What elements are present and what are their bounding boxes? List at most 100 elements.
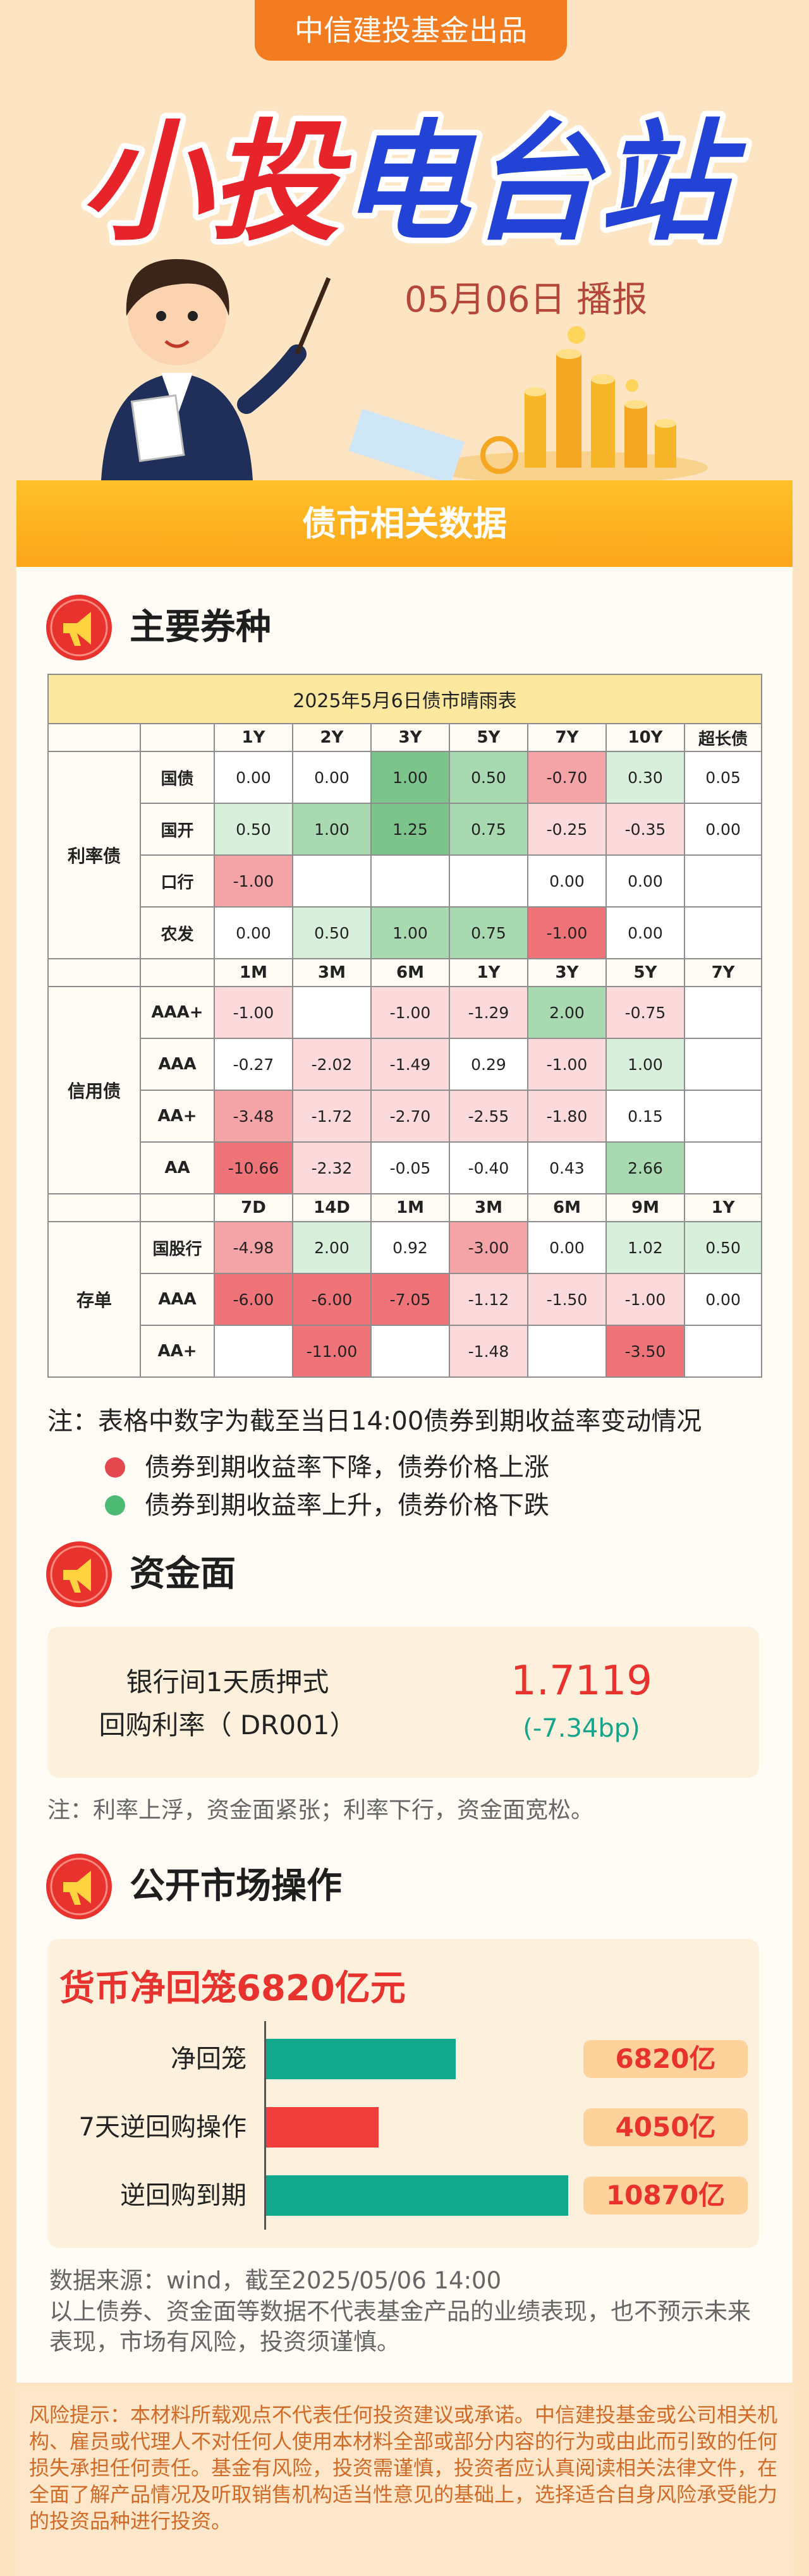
table-cell — [683, 1141, 763, 1194]
header-blank — [140, 1193, 215, 1222]
source-note: 数据来源：wind，截至2025/05/06 14:00 — [49, 2267, 502, 2294]
table-cell: -1.48 — [449, 1325, 528, 1378]
risk-warning: 风险提示：本材料所载观点不代表任何投资建议或承诺。中信建投基金或公司相关机构、雇… — [29, 2403, 778, 2533]
table-note: 注：表格中数字为截至当日14:00债券到期收益率变动情况 — [47, 1407, 702, 1436]
money-box — [47, 1627, 759, 1778]
table-cell: 0.05 — [683, 751, 763, 804]
column-header: 5Y — [605, 958, 685, 987]
money-note: 注：利率上浮，资金面紧张；利率下行，资金面宽松。 — [47, 1797, 594, 1823]
table-cell: -1.29 — [449, 986, 528, 1039]
table-cell: 0.92 — [370, 1221, 450, 1274]
header-blank — [47, 958, 141, 987]
table-cell: -0.75 — [605, 986, 685, 1039]
table-cell: -0.70 — [527, 751, 607, 804]
column-header: 9M — [605, 1193, 685, 1222]
table-cell: 1.00 — [370, 906, 450, 959]
decor-presenter — [101, 259, 331, 480]
column-header: 3Y — [370, 723, 450, 752]
table-cell: -1.00 — [605, 1273, 685, 1326]
table-cell: -1.00 — [214, 986, 293, 1039]
row-label: 农发 — [140, 906, 215, 959]
section-icon — [46, 1541, 112, 1607]
title-art: 小投电台站 — [75, 102, 753, 264]
risk-box — [16, 2391, 793, 2576]
column-header: 3Y — [527, 958, 607, 987]
table-cell: -2.02 — [292, 1038, 372, 1091]
row-label: AAA+ — [140, 986, 215, 1039]
table-cell: -0.27 — [214, 1038, 293, 1091]
header-blank — [47, 723, 141, 752]
table-cell: 0.50 — [683, 1221, 763, 1274]
table-cell — [683, 1038, 763, 1091]
row-label: AAA — [140, 1038, 215, 1091]
table-title: 2025年5月6日债市晴雨表 — [47, 674, 763, 724]
table-cell: 0.75 — [449, 906, 528, 959]
money-label: 回购利率（ DR001） — [99, 1710, 356, 1741]
table-cell: -3.48 — [214, 1090, 293, 1143]
table-cell: 0.00 — [605, 906, 685, 959]
row-label: 国债 — [140, 751, 215, 804]
table-cell: -4.98 — [214, 1221, 293, 1274]
table-cell: -2.32 — [292, 1141, 372, 1194]
disclaimer: 以上债券、资金面等数据不代表基金产品的业绩表现，也不预示未来表现，市场有风险，投… — [49, 2298, 751, 2355]
table-cell — [370, 854, 450, 908]
table-cell: 2.00 — [527, 986, 607, 1039]
broadcast-date: 05月06日 播报 — [404, 279, 648, 320]
table-cell — [370, 1325, 450, 1378]
table-cell: 0.00 — [683, 803, 763, 856]
table-cell: 0.00 — [214, 906, 293, 959]
column-header: 1Y — [214, 723, 293, 752]
legend-text: 债券到期收益率下降，债券价格上涨 — [145, 1453, 549, 1482]
table-cell — [683, 854, 763, 908]
table-cell: 0.00 — [292, 751, 372, 804]
table-cell: -0.25 — [527, 803, 607, 856]
table-cell: 1.25 — [370, 803, 450, 856]
section-icon — [46, 1854, 112, 1919]
row-label: AA — [140, 1141, 215, 1194]
legend-text: 债券到期收益率上升，债券价格下跌 — [145, 1491, 549, 1520]
table-cell: -3.50 — [605, 1325, 685, 1378]
column-header: 1Y — [683, 1193, 763, 1222]
chart-axis — [264, 2021, 266, 2230]
table-cell: 0.00 — [214, 751, 293, 804]
table-cell: 1.02 — [605, 1221, 685, 1274]
table-cell: -10.66 — [214, 1141, 293, 1194]
table-cell: 1.00 — [370, 751, 450, 804]
column-header: 10Y — [605, 723, 685, 752]
table-cell: -1.00 — [214, 854, 293, 908]
column-header: 7Y — [527, 723, 607, 752]
table-cell: 0.50 — [292, 906, 372, 959]
table-cell: 1.00 — [605, 1038, 685, 1091]
table-cell: -2.55 — [449, 1090, 528, 1143]
column-header: 1Y — [449, 958, 528, 987]
value-label: 10870亿 — [583, 2177, 748, 2215]
main-title: 小投电台站 — [81, 108, 747, 258]
table-cell: -1.00 — [527, 906, 607, 959]
table-cell: -1.00 — [370, 986, 450, 1039]
hero-art: 小投电台站 — [75, 102, 753, 480]
table-cell: -0.05 — [370, 1141, 450, 1194]
table-cell: -6.00 — [292, 1273, 372, 1326]
table-cell: 0.00 — [527, 854, 607, 908]
column-header: 超长债 — [683, 723, 763, 752]
table-cell — [527, 1325, 607, 1378]
table-cell: -2.70 — [370, 1090, 450, 1143]
group-label: 存单 — [47, 1221, 141, 1378]
column-header: 7D — [214, 1193, 293, 1222]
money-label: 银行间1天质押式 — [126, 1667, 329, 1698]
table-cell: 0.29 — [449, 1038, 528, 1091]
table-cell: -1.12 — [449, 1273, 528, 1326]
row-label: 国股行 — [140, 1221, 215, 1274]
table-cell: -1.72 — [292, 1090, 372, 1143]
chart-title: 货币净回笼6820亿元 — [59, 1968, 406, 2009]
header-blank — [140, 958, 215, 987]
table-cell: 0.50 — [449, 751, 528, 804]
table-cell: 0.50 — [214, 803, 293, 856]
table-cell: -11.00 — [292, 1325, 372, 1378]
table-cell: 0.30 — [605, 751, 685, 804]
table-cell: 0.00 — [683, 1273, 763, 1326]
money-change: (-7.34bp) — [523, 1714, 640, 1743]
row-label: AA+ — [140, 1090, 215, 1143]
column-header: 6M — [527, 1193, 607, 1222]
